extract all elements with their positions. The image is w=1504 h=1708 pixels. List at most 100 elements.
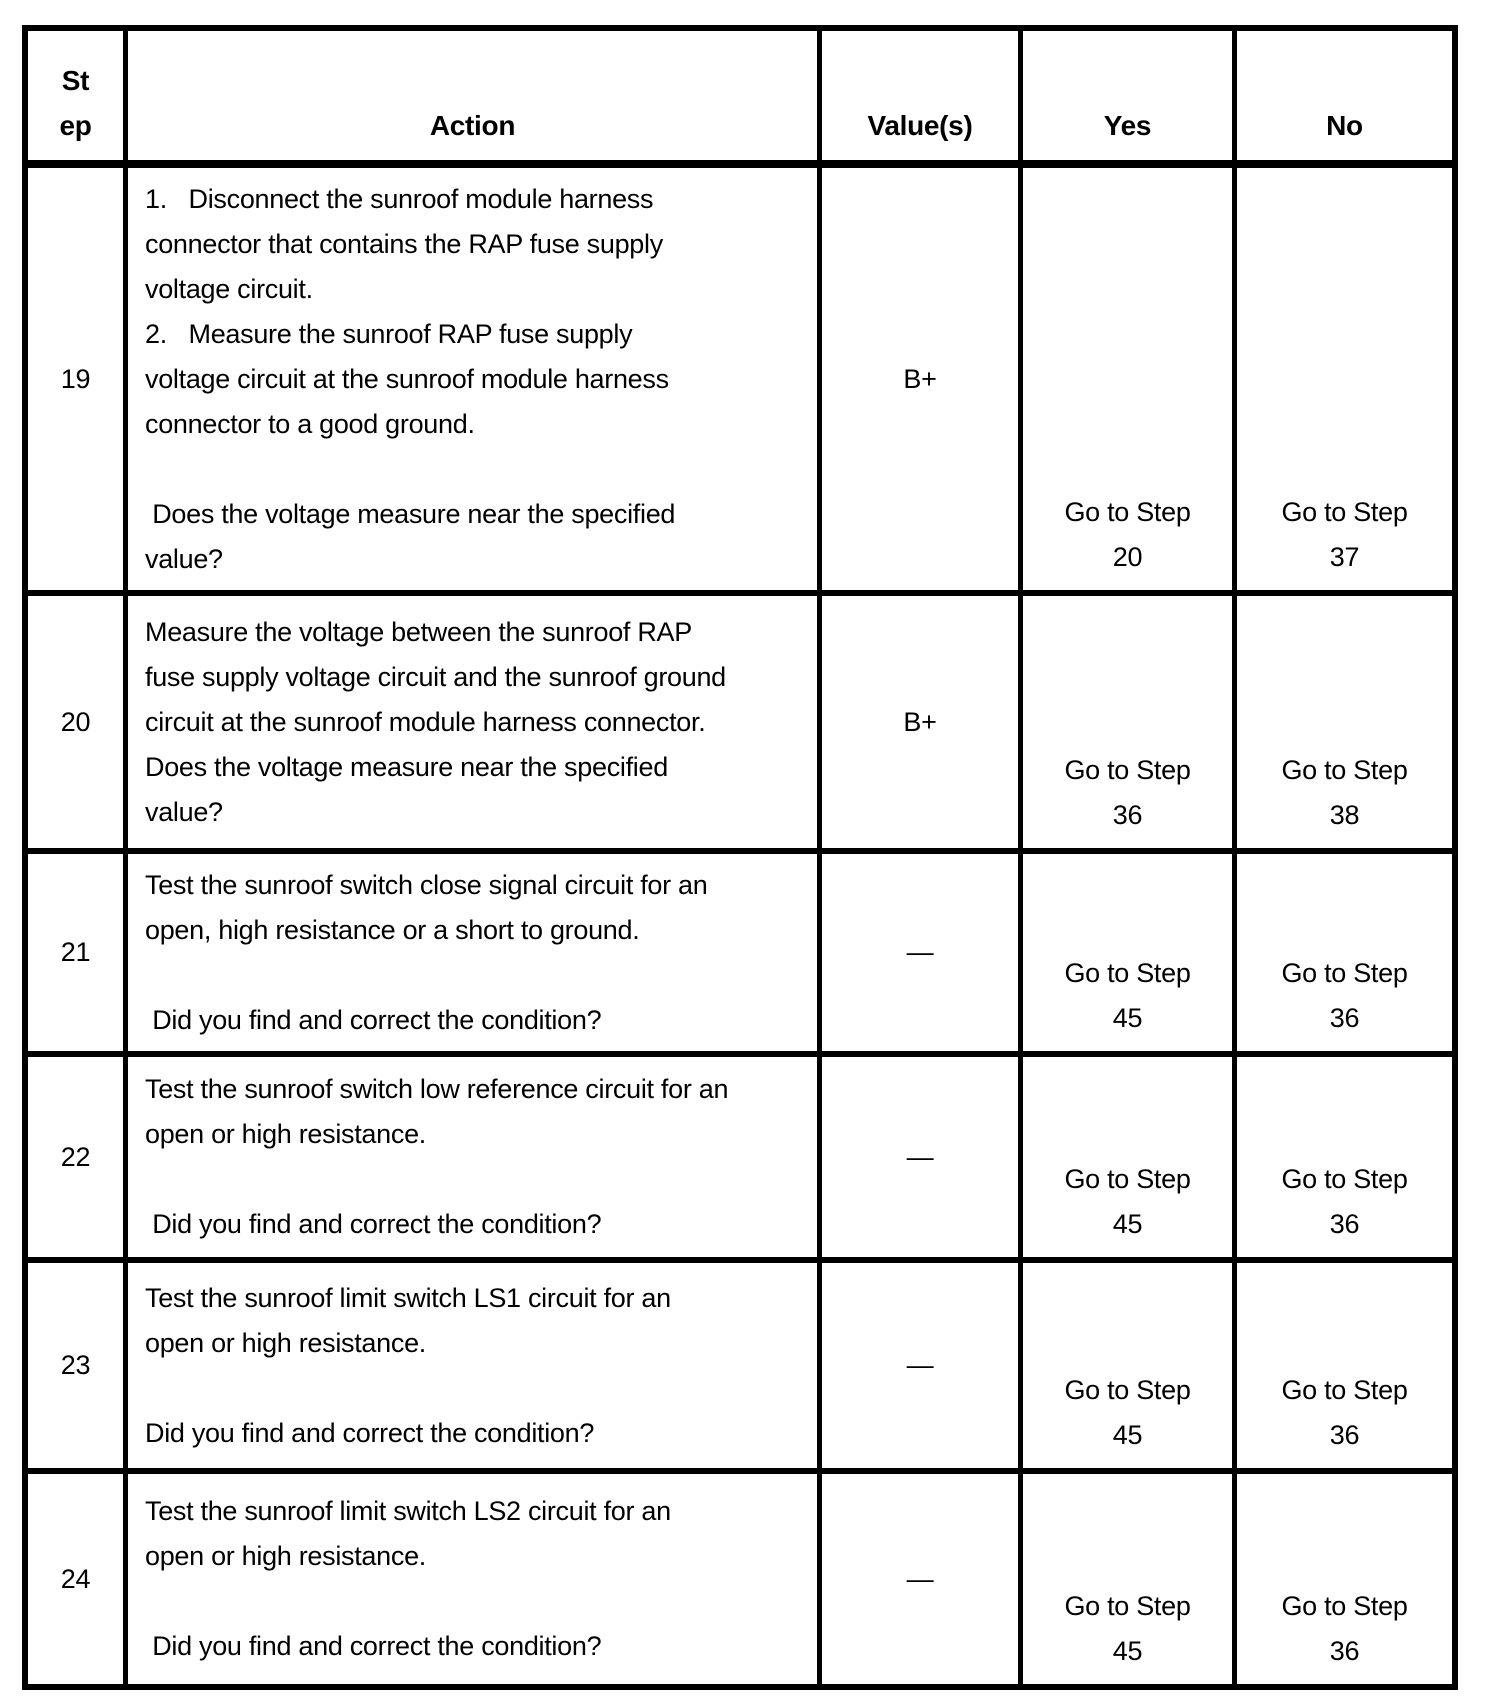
header-cell-no: No xyxy=(1326,110,1363,141)
yes-cell: Go to Step 45 xyxy=(1023,1057,1237,1257)
action-line: Test the sunroof limit switch LS2 circui… xyxy=(145,1496,671,1526)
goto-step-number: 36 xyxy=(1329,1636,1360,1666)
table-row: 20 Measure the voltage between the sunroo… xyxy=(28,596,1452,854)
step-number: 21 xyxy=(60,937,91,967)
no-cell: Go to Step 36 xyxy=(1237,1057,1452,1257)
goto-label: Go to Step xyxy=(1064,1591,1191,1621)
yes-cell: Go to Step 45 xyxy=(1023,1474,1237,1684)
yes-cell: Go to Step 45 xyxy=(1023,1263,1237,1468)
value-text: B+ xyxy=(903,706,937,737)
header-cell-step: St ep xyxy=(28,31,128,160)
action-cell: 1. Disconnect the sunroof module harness… xyxy=(128,168,822,590)
action-line: Did you find and correct the condition? xyxy=(145,1004,602,1035)
step-cell: 22 xyxy=(28,1057,128,1257)
value-cell: — xyxy=(822,854,1023,1051)
goto-label: Go to Step xyxy=(1064,755,1191,785)
step-cell: 23 xyxy=(28,1263,128,1468)
action-cell: Test the sunroof switch close signal cir… xyxy=(128,854,822,1051)
action-line: 1. Disconnect the sunroof module harness xyxy=(145,183,654,214)
step-cell: 20 xyxy=(28,596,128,848)
action-line xyxy=(145,447,152,492)
action-line xyxy=(145,1579,152,1624)
table-row: 21 Test the sunroof switch close signal c… xyxy=(28,854,1452,1057)
value-text: B+ xyxy=(903,363,937,394)
action-line: value? xyxy=(145,543,223,574)
value-text: — xyxy=(906,937,934,967)
action-line: Test the sunroof limit switch LS1 circui… xyxy=(145,1282,671,1313)
action-line: connector to a good ground. xyxy=(145,408,475,439)
goto-step-number: 45 xyxy=(1112,1420,1143,1450)
goto-step-number: 38 xyxy=(1329,800,1360,830)
goto-step-number: 36 xyxy=(1329,1420,1360,1450)
value-cell: — xyxy=(822,1263,1023,1468)
header-row: St ep Action Value(s) Yes No xyxy=(28,31,1452,168)
action-cell: Test the sunroof switch low reference ci… xyxy=(128,1057,822,1257)
action-line: Test the sunroof switch low reference ci… xyxy=(145,1074,729,1104)
step-number: 22 xyxy=(60,1141,91,1172)
action-line: Does the voltage measure near the specif… xyxy=(145,751,668,782)
step-number: 20 xyxy=(60,706,91,737)
action-line xyxy=(145,1366,152,1411)
goto-step-number: 36 xyxy=(1112,800,1143,830)
action-cell: Test the sunroof limit switch LS1 circui… xyxy=(128,1263,822,1468)
goto-step-number: 45 xyxy=(1112,1003,1143,1033)
action-cell: Test the sunroof limit switch LS2 circui… xyxy=(128,1474,822,1684)
goto-step-number: 36 xyxy=(1329,1209,1360,1239)
header-cell-values: Value(s) xyxy=(822,31,1023,160)
diagnostic-table: St ep Action Value(s) Yes No 19 1. Discon… xyxy=(22,25,1458,1690)
action-line: open or high resistance. xyxy=(145,1541,426,1571)
step-number: 24 xyxy=(60,1563,91,1594)
table-row: 22 Test the sunroof switch low reference … xyxy=(28,1057,1452,1263)
action-line: circuit at the sunroof module harness co… xyxy=(145,706,706,737)
action-line: Did you find and correct the condition? xyxy=(145,1417,595,1448)
table-body: 19 1. Disconnect the sunroof module harne… xyxy=(28,168,1452,1684)
table-row: 23 Test the sunroof limit switch LS1 circ… xyxy=(28,1263,1452,1474)
goto-label: Go to Step xyxy=(1281,958,1408,988)
value-cell: B+ xyxy=(822,596,1023,848)
goto-label: Go to Step xyxy=(1281,497,1408,527)
goto-label: Go to Step xyxy=(1064,497,1191,527)
action-line: 2. Measure the sunroof RAP fuse supply xyxy=(145,318,633,349)
goto-label: Go to Step xyxy=(1281,1375,1408,1405)
action-line: voltage circuit at the sunroof module ha… xyxy=(145,363,669,394)
goto-step-number: 45 xyxy=(1112,1636,1143,1666)
action-line: Did you find and correct the condition? xyxy=(145,1209,602,1239)
no-cell: Go to Step 37 xyxy=(1237,168,1452,590)
step-cell: 19 xyxy=(28,168,128,590)
goto-step-number: 45 xyxy=(1112,1209,1143,1239)
value-text: — xyxy=(906,1141,934,1172)
yes-cell: Go to Step 45 xyxy=(1023,854,1237,1051)
value-text: — xyxy=(906,1563,934,1594)
header-cell-action: Action xyxy=(128,31,822,160)
goto-step-number: 37 xyxy=(1329,542,1360,572)
yes-cell: Go to Step 36 xyxy=(1023,596,1237,848)
header-cell-yes: Yes xyxy=(1023,31,1237,160)
no-cell: Go to Step 36 xyxy=(1237,854,1452,1051)
action-line: open, high resistance or a short to grou… xyxy=(145,914,640,945)
action-line xyxy=(145,1157,152,1202)
action-line: Test the sunroof switch close signal cir… xyxy=(145,869,708,900)
action-line: value? xyxy=(145,796,223,827)
table-row: 24 Test the sunroof limit switch LS2 circ… xyxy=(28,1474,1452,1684)
action-line: Measure the voltage between the sunroof … xyxy=(145,616,692,647)
value-cell: — xyxy=(822,1057,1023,1257)
value-cell: B+ xyxy=(822,168,1023,590)
no-cell: Go to Step 36 xyxy=(1237,1474,1452,1684)
step-cell: 21 xyxy=(28,854,128,1051)
action-line: open or high resistance. xyxy=(145,1327,426,1358)
action-line: Did you find and correct the condition? xyxy=(145,1631,602,1661)
table-row: 19 1. Disconnect the sunroof module harne… xyxy=(28,168,1452,596)
step-number: 19 xyxy=(60,363,91,394)
action-line: connector that contains the RAP fuse sup… xyxy=(145,228,663,259)
goto-step-number: 36 xyxy=(1329,1003,1360,1033)
action-line xyxy=(145,953,152,998)
goto-label: Go to Step xyxy=(1281,755,1408,785)
action-line: voltage circuit. xyxy=(145,273,313,304)
goto-step-number: 20 xyxy=(1112,542,1143,572)
no-cell: Go to Step 36 xyxy=(1237,1263,1452,1468)
goto-label: Go to Step xyxy=(1064,1164,1191,1194)
goto-label: Go to Step xyxy=(1281,1591,1408,1621)
action-line: Does the voltage measure near the specif… xyxy=(145,498,676,529)
action-cell: Measure the voltage between the sunroof … xyxy=(128,596,822,848)
no-cell: Go to Step 38 xyxy=(1237,596,1452,848)
